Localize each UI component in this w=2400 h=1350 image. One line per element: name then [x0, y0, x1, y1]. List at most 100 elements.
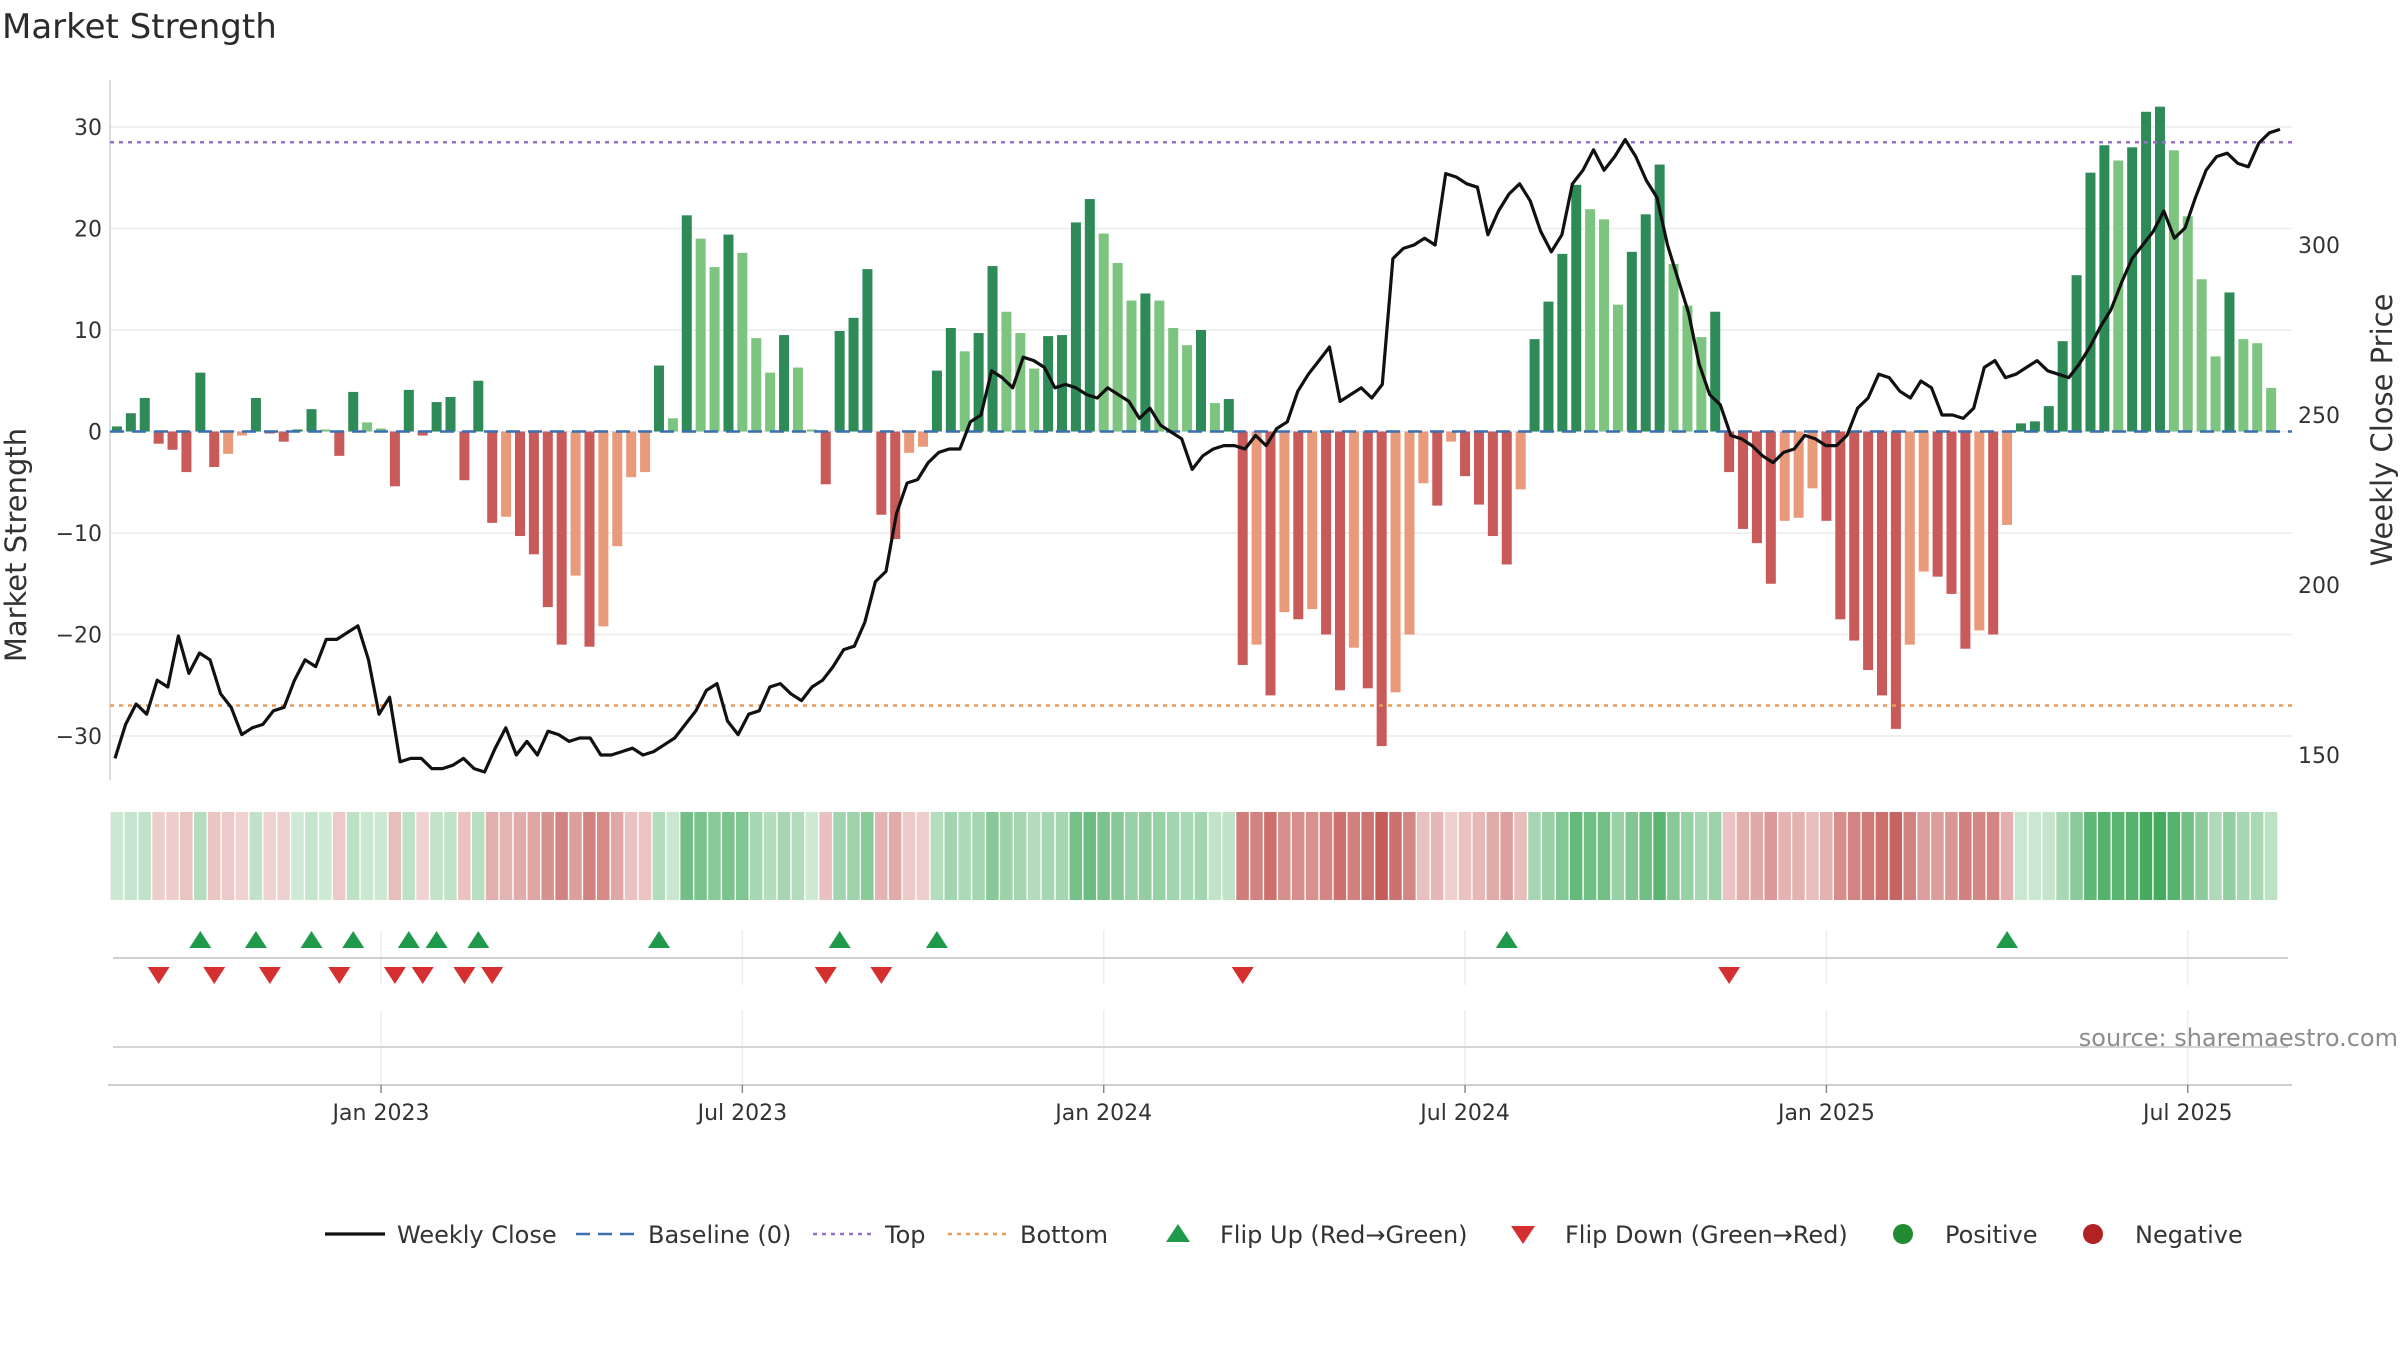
- strength-bars: [111, 106, 2277, 747]
- heat-cell: [791, 812, 805, 900]
- heat-cell: [1820, 812, 1833, 900]
- left-tick-label: 20: [74, 218, 102, 243]
- heat-cell: [1375, 812, 1388, 900]
- heat-cell: [1389, 812, 1402, 900]
- heat-cell: [555, 812, 568, 900]
- strength-bar-negative: [1418, 431, 1429, 484]
- heat-cell: [833, 812, 846, 900]
- strength-bar-negative: [1390, 431, 1401, 693]
- flip-up-marker: [244, 931, 267, 948]
- heat-cell: [583, 812, 596, 900]
- heat-cell: [972, 812, 985, 900]
- strength-bar-positive: [1126, 300, 1137, 432]
- strength-bar-negative: [876, 431, 887, 515]
- heat-cell: [1027, 812, 1041, 900]
- strength-bar-negative: [223, 431, 234, 454]
- legend-item: Positive: [1893, 1221, 2038, 1249]
- strength-bar-negative: [1918, 431, 1929, 572]
- strength-bar-negative: [167, 431, 178, 450]
- heat-cell: [1222, 812, 1235, 900]
- strength-bar-negative: [1751, 431, 1762, 544]
- flip-up-marker: [342, 931, 365, 948]
- reference-lines: [110, 140, 2292, 707]
- flip-down-marker: [481, 967, 504, 984]
- heat-cell: [305, 812, 318, 900]
- strength-bar-positive: [765, 372, 776, 432]
- heat-cell: [2070, 812, 2083, 900]
- heat-cell: [597, 812, 610, 900]
- heat-cell: [513, 812, 527, 900]
- heat-cell: [2181, 812, 2194, 900]
- strength-bar-negative: [459, 431, 470, 481]
- strength-bar-positive: [723, 234, 734, 432]
- strength-bar-negative: [904, 431, 915, 453]
- strength-bar-negative: [209, 431, 220, 468]
- strength-bar-negative: [1988, 431, 1999, 635]
- strength-bar-negative: [1460, 431, 1471, 477]
- legend-label: Positive: [1945, 1221, 2038, 1249]
- heat-cell: [1417, 812, 1430, 900]
- heat-cell: [138, 812, 151, 900]
- heat-cell: [1583, 812, 1597, 900]
- heat-cell: [1305, 812, 1319, 900]
- heat-cell: [110, 812, 124, 900]
- strength-bar-negative: [237, 431, 248, 436]
- left-tick-label: −20: [56, 624, 102, 649]
- heat-cell: [638, 812, 652, 900]
- strength-bar-negative: [1446, 431, 1457, 442]
- heat-cell: [541, 812, 554, 900]
- right-axis-label: Weekly Close Price: [2365, 294, 2399, 567]
- heat-cell: [1847, 812, 1861, 900]
- heat-cell: [805, 812, 819, 900]
- strength-bar-negative: [1974, 431, 1985, 631]
- strength-bar-positive: [195, 372, 206, 432]
- strength-bar-negative: [1877, 431, 1888, 696]
- left-tick-label: −10: [56, 522, 102, 547]
- strength-bar-positive: [2210, 356, 2221, 432]
- strength-bar-positive: [1682, 305, 1693, 432]
- heat-cell: [1250, 812, 1263, 900]
- x-tick-label: Jan 2025: [1776, 1101, 1875, 1126]
- flip-up-marker: [828, 931, 851, 948]
- strength-bar-positive: [1070, 222, 1081, 432]
- heat-cell: [1694, 812, 1708, 900]
- heat-cell: [874, 812, 888, 900]
- heat-cell: [1097, 812, 1110, 900]
- heat-cell: [221, 812, 235, 900]
- strength-bar-positive: [2071, 275, 2082, 432]
- heat-cell: [2209, 812, 2222, 900]
- weekly-close-polyline: [113, 127, 2281, 774]
- heat-cell: [402, 812, 415, 900]
- strength-bar-positive: [1154, 300, 1165, 432]
- strength-bar-positive: [376, 428, 387, 432]
- right-tick-label: 200: [2298, 574, 2340, 599]
- strength-bar-positive: [653, 365, 664, 432]
- strength-bar-negative: [501, 431, 512, 517]
- left-tick-label: 0: [88, 421, 102, 446]
- heat-cell: [1000, 812, 1013, 900]
- right-axis-ticks: 300 250 200 150: [2298, 234, 2340, 769]
- strength-bar-negative: [1501, 431, 1512, 565]
- strength-bar-negative: [1765, 431, 1776, 584]
- strength-bar-negative: [1376, 431, 1387, 747]
- strength-bar-positive: [403, 389, 414, 432]
- strength-bar-negative: [1515, 431, 1526, 490]
- strength-bar-positive: [2154, 106, 2165, 432]
- strength-bar-negative: [584, 431, 595, 647]
- strength-bar-positive: [2015, 423, 2026, 432]
- strength-bar-negative: [487, 431, 498, 523]
- heat-cell: [332, 812, 346, 900]
- strength-bar-negative: [556, 431, 567, 645]
- heat-cell: [680, 812, 693, 900]
- legend-item: Flip Up (Red→Green): [1166, 1221, 1468, 1249]
- strength-bar-positive: [848, 317, 859, 432]
- heat-cell: [263, 812, 276, 900]
- strength-bar-negative: [1807, 431, 1818, 489]
- legend-label: Baseline (0): [648, 1221, 791, 1249]
- strength-bar-positive: [709, 267, 720, 432]
- strength-bar-positive: [445, 396, 456, 432]
- heat-cell: [1083, 812, 1096, 900]
- heat-cell: [624, 812, 638, 900]
- strength-bar-negative: [1265, 431, 1276, 696]
- heat-cell: [749, 812, 763, 900]
